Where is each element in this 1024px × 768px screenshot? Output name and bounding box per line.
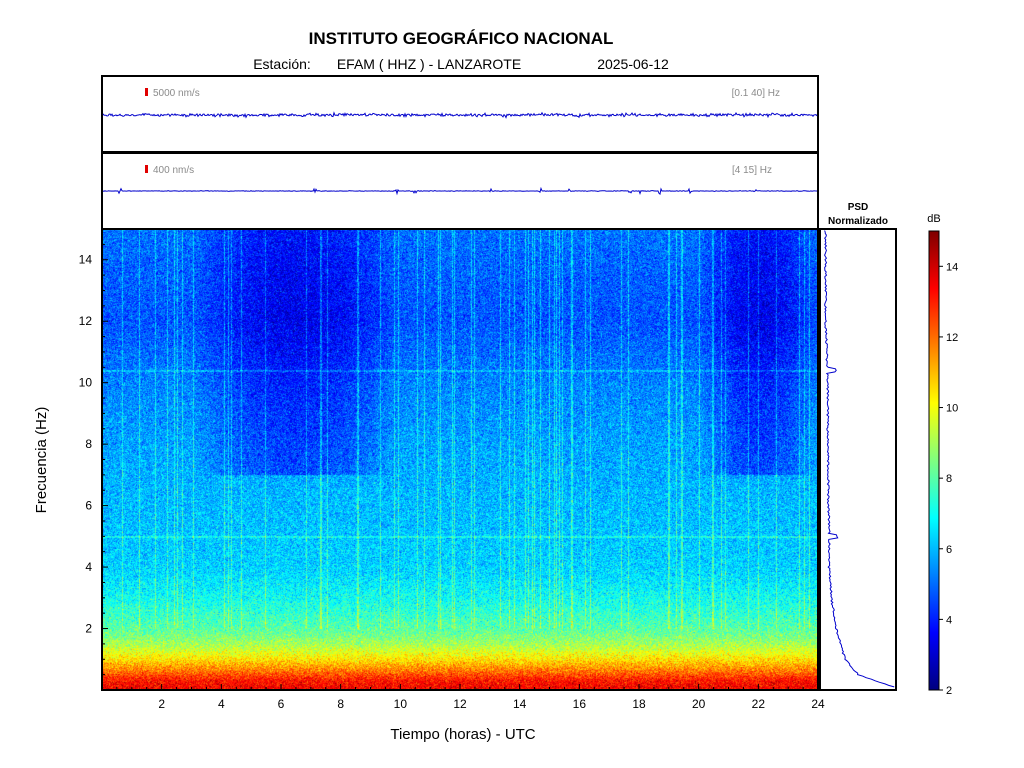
y-tick-label: 2	[85, 622, 92, 636]
x-tick-label: 18	[632, 697, 646, 711]
scale-bar	[145, 88, 148, 96]
x-tick-label: 20	[692, 697, 706, 711]
x-tick-label: 4	[218, 697, 225, 711]
x-tick-label: 8	[337, 697, 344, 711]
trace-panel-filtered: 400 nm/s [4 15] Hz	[101, 152, 819, 230]
colorbar-tick-label: 2	[946, 685, 952, 697]
colorbar-tick-label: 12	[946, 332, 958, 344]
seismic-trace	[102, 111, 818, 119]
psd-subtitle: Normalizado	[828, 216, 888, 227]
x-tick-label: 14	[513, 697, 527, 711]
page-title: INSTITUTO GEOGRÁFICO NACIONAL	[309, 29, 614, 48]
date-label: 2025-06-12	[597, 56, 669, 72]
trace-panel-broadband: 5000 nm/s [0.1 40] Hz	[101, 75, 819, 153]
x-tick-label: 16	[573, 697, 587, 711]
seismic-trace	[102, 186, 818, 196]
trace-scale-label: 5000 nm/s	[153, 88, 200, 99]
colorbar-tick-label: 8	[946, 473, 952, 485]
spectrogram	[102, 229, 818, 690]
trace-scale-label: 400 nm/s	[153, 165, 194, 176]
y-axis-label: Frecuencia (Hz)	[33, 407, 50, 514]
station-label: Estación:	[253, 56, 311, 72]
colorbar-label: dB	[927, 213, 940, 225]
station-name: EFAM ( HHZ ) - LANZAROTE	[337, 56, 521, 72]
x-tick-label: 24	[811, 697, 825, 711]
colorbar-tick-label: 6	[946, 544, 952, 556]
x-axis-label: Tiempo (horas) - UTC	[390, 726, 535, 743]
y-tick-label: 12	[79, 314, 93, 328]
y-tick-label: 6	[85, 499, 92, 513]
colorbar	[928, 230, 940, 691]
y-tick-label: 10	[79, 376, 93, 390]
psd-title: PSD	[848, 202, 869, 213]
y-tick-label: 4	[85, 560, 92, 574]
colorbar-tick-label: 10	[946, 403, 958, 415]
x-tick-label: 22	[752, 697, 766, 711]
scale-bar	[145, 165, 148, 173]
trace-band-label: [0.1 40] Hz	[732, 88, 780, 99]
y-tick-label: 8	[85, 437, 92, 451]
psd-panel	[819, 228, 897, 691]
x-tick-label: 12	[453, 697, 467, 711]
colorbar-tick-label: 14	[946, 261, 958, 273]
y-axis: 2 4 6 8 10 12 14	[79, 228, 108, 691]
x-tick-label: 2	[158, 697, 165, 711]
colorbar-tick-label: 4	[946, 614, 952, 626]
psd-curve	[824, 230, 895, 688]
colorbar-ticks: 2 4 6 8 10 12 14	[939, 261, 958, 697]
x-tick-label: 6	[278, 697, 285, 711]
x-tick-label: 10	[394, 697, 408, 711]
trace-band-label: [4 15] Hz	[732, 165, 772, 176]
y-tick-label: 14	[79, 253, 93, 267]
x-axis: 2 4 6 8 10 12 14 16 18 20 22 24	[101, 684, 825, 711]
